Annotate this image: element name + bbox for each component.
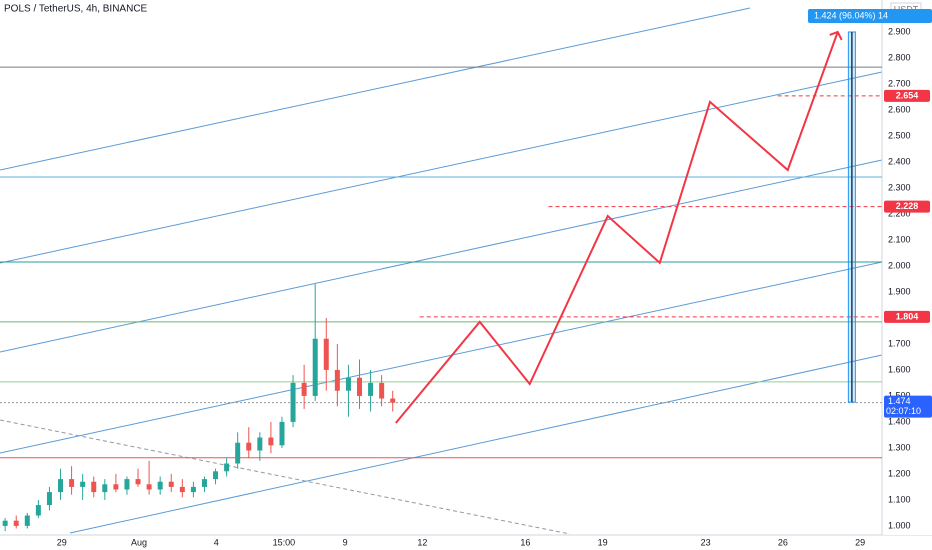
target-tag-box	[884, 310, 930, 323]
y-tick-label: 2.700	[888, 78, 911, 88]
target-tag: 2.228	[884, 200, 930, 213]
channel-line	[0, 261, 883, 454]
channel-line	[0, 7, 751, 171]
x-tick-label: 9	[343, 537, 348, 547]
candle-body	[124, 479, 130, 490]
y-tick-label: 1.100	[888, 494, 911, 504]
last-price-box	[884, 395, 932, 418]
candle-body	[356, 377, 362, 396]
candle-body	[69, 479, 75, 487]
candle-body	[312, 338, 318, 396]
candle-body	[301, 382, 307, 396]
target-tag: 2.654	[884, 89, 930, 102]
y-tick-label: 2.500	[888, 130, 911, 140]
countdown-text: 02:07:10	[886, 406, 921, 416]
candle-body	[379, 382, 385, 399]
x-tick-label: 19	[598, 537, 608, 547]
measure-label-box	[808, 8, 932, 23]
dashed-trend-line	[0, 419, 571, 535]
candle-body	[24, 515, 30, 526]
channel-line	[0, 71, 883, 264]
x-tick-label: 15:00	[273, 537, 296, 547]
x-tick-label: 29	[57, 537, 67, 547]
channel-line	[69, 354, 883, 534]
y-tick-label: 2.300	[888, 182, 911, 192]
y-tick-label: 1.400	[888, 416, 911, 426]
candle-body	[224, 463, 230, 472]
target-tag-text: 2.228	[896, 201, 919, 211]
candle-body	[257, 437, 263, 451]
candle-body	[268, 437, 274, 446]
candle-body	[235, 442, 241, 464]
last-price-text: 1.474	[888, 396, 911, 406]
y-tick-label: 1.300	[888, 442, 911, 452]
y-tick-label: 2.400	[888, 156, 911, 166]
y-tick-label: 1.600	[888, 364, 911, 374]
candle-body	[13, 520, 19, 526]
x-tick-label: Aug	[131, 537, 147, 547]
candle-body	[323, 338, 329, 370]
candle-body	[368, 382, 374, 396]
y-tick-label: 2.600	[888, 104, 911, 114]
candle-body	[80, 481, 86, 487]
candle-body	[157, 481, 163, 490]
candle-body	[213, 471, 219, 480]
candle-body	[46, 492, 52, 506]
x-tick-label: 26	[778, 537, 788, 547]
target-tag-text: 2.654	[896, 90, 919, 100]
y-tick-label: 1.200	[888, 468, 911, 478]
candle-body	[35, 505, 41, 516]
y-tick-label: 1.700	[888, 338, 911, 348]
price-axis	[883, 17, 932, 535]
candle-body	[246, 442, 252, 451]
x-tick-label: 29	[855, 537, 865, 547]
candle-body	[135, 479, 141, 485]
target-tag-box	[884, 200, 930, 213]
y-tick-label: 2.800	[888, 52, 911, 62]
candle-body	[168, 481, 174, 487]
measure-tag: 1.424 (96.04%) 14	[808, 8, 932, 23]
x-tick-label: 12	[417, 537, 427, 547]
candle-body	[345, 377, 351, 391]
candle-body	[201, 479, 207, 487]
measure-label: 1.424 (96.04%) 14	[814, 10, 888, 20]
candle-body	[113, 484, 119, 490]
y-tick-label: 1.500	[888, 390, 911, 400]
y-tick-label: 1.000	[888, 520, 911, 530]
candle-body	[334, 369, 340, 391]
candle-body	[179, 486, 185, 493]
projection-arrowhead	[829, 30, 843, 41]
candle-body	[190, 486, 196, 493]
candle-body	[279, 421, 285, 446]
candle-body	[290, 382, 296, 422]
candle-body	[146, 484, 152, 490]
channel-drawings	[0, 7, 883, 535]
target-tag: 1.804	[884, 310, 930, 323]
y-tick-label: 2.100	[888, 234, 911, 244]
x-tick-label: 23	[701, 537, 711, 547]
target-tag-text: 1.804	[896, 311, 919, 321]
candle-body	[102, 484, 108, 493]
candle-body	[2, 520, 8, 526]
projection-line	[395, 31, 839, 424]
chart-title: POLS / TetherUS, 4h, BINANCE	[4, 4, 148, 15]
y-tick-label: 1.900	[888, 286, 911, 296]
candle-body	[58, 479, 64, 493]
x-tick-label: 4	[214, 537, 219, 547]
target-tag-box	[884, 89, 930, 102]
x-tick-label: 16	[520, 537, 530, 547]
y-tick-label: 2.000	[888, 260, 911, 270]
y-tick-label: 2.900	[888, 26, 911, 36]
candle-body	[91, 481, 97, 493]
y-tick-label: 2.200	[888, 208, 911, 218]
channel-line	[0, 159, 883, 353]
candle-body	[390, 398, 396, 403]
